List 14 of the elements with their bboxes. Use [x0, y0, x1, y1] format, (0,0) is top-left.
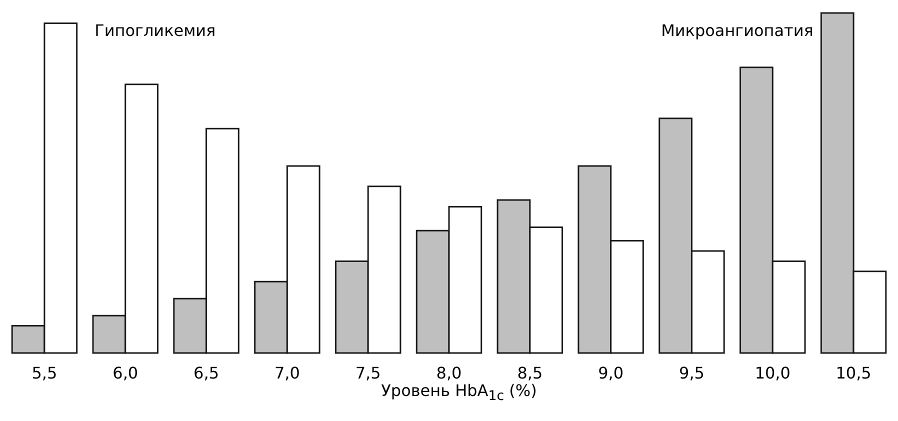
x-tick-label: 9,5 — [679, 364, 704, 382]
x-tick-label: 8,5 — [517, 364, 543, 382]
series-label: Микроангиопатия — [661, 21, 814, 40]
x-tick-label: 8,0 — [436, 364, 462, 382]
x-tick-label: 7,0 — [274, 364, 300, 382]
series-label: Гипогликемия — [94, 21, 216, 40]
x-tick-label: 6,0 — [112, 364, 138, 382]
x-tick-label: 10,5 — [836, 364, 872, 382]
x-tick-label: 6,5 — [194, 364, 219, 382]
x-tick-label: 5,5 — [32, 364, 58, 382]
x-tick-label: 7,5 — [355, 364, 381, 382]
x-tick-label: 10,0 — [754, 364, 790, 382]
x-tick-label: 9,0 — [598, 364, 624, 382]
x-axis-title: Уровень HbA$_{1c}$ (%) — [380, 381, 538, 404]
